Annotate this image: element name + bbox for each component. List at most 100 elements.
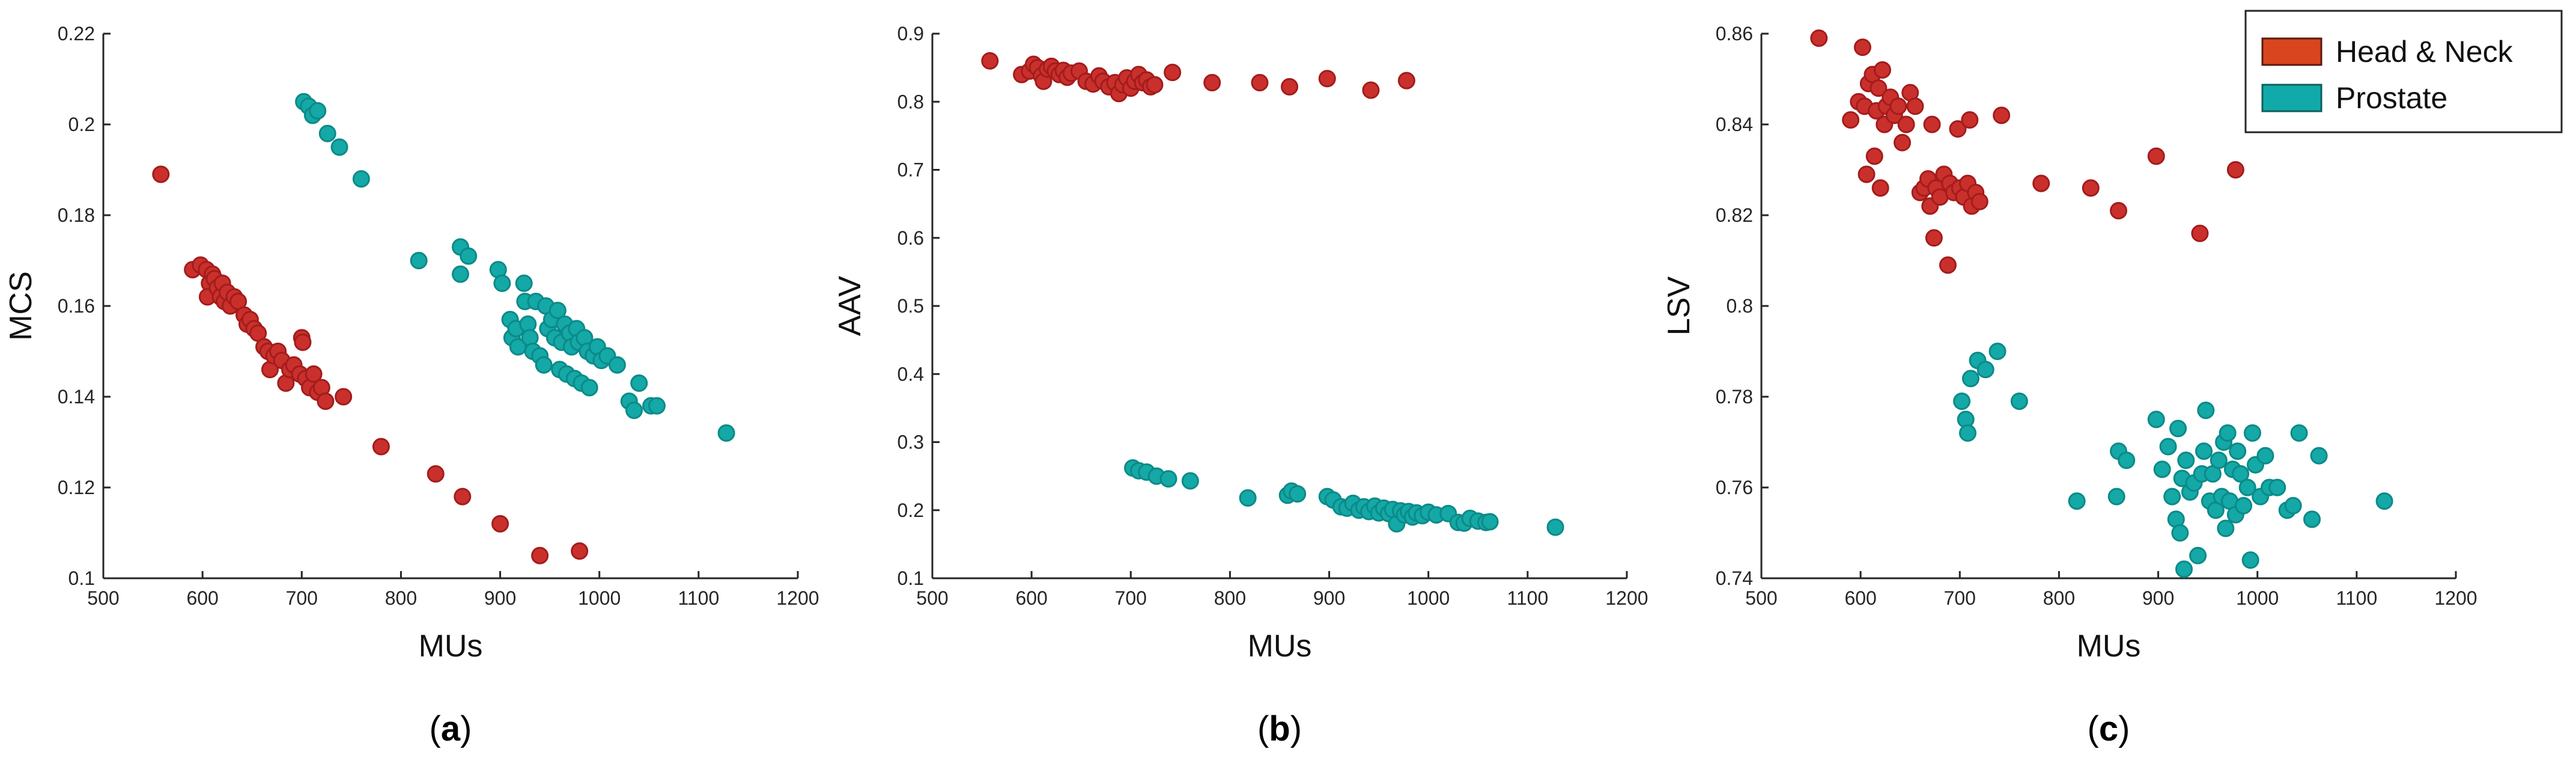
- head-neck-point: [2082, 179, 2100, 197]
- x-tick-label: 1000: [2236, 587, 2279, 609]
- head-neck-point: [1925, 229, 1943, 247]
- head-neck-point: [1871, 179, 1889, 197]
- head-neck-point: [1873, 61, 1891, 79]
- x-tick-label: 900: [1313, 587, 1345, 609]
- prostate-point: [1239, 489, 1257, 507]
- head-neck-point: [372, 438, 390, 456]
- panel-a: 500 600 700 800 900 1000 1100 1200 0.1 0.12 0.14 0.…: [4, 23, 819, 748]
- head-neck-point: [1281, 78, 1299, 96]
- head-neck-point: [981, 52, 999, 70]
- prostate-point: [1481, 513, 1499, 531]
- prostate-point: [2241, 551, 2259, 569]
- prostate-point: [535, 356, 553, 374]
- y-axis-label: MCS: [4, 271, 38, 341]
- prostate-point: [1958, 424, 1976, 442]
- y-tick-label: 0.5: [898, 295, 924, 317]
- head-neck-point: [1146, 76, 1164, 94]
- prostate-point: [2147, 411, 2165, 429]
- x-tick-label: 800: [385, 587, 417, 609]
- prostate-point: [1289, 485, 1307, 503]
- y-tick-label: 0.12: [58, 477, 95, 498]
- head-neck-point: [1865, 147, 1883, 165]
- y-tick-label: 0.8: [1727, 295, 1753, 317]
- head-neck-point: [1251, 74, 1269, 92]
- x-tick-label: 1100: [2336, 587, 2377, 609]
- prostate-point: [2175, 560, 2193, 578]
- prostate-point: [1988, 343, 2006, 360]
- x-axis-label: MUs: [2077, 629, 2141, 664]
- y-tick-label: 0.2: [898, 500, 924, 521]
- prostate-point: [2238, 478, 2256, 497]
- y-tick-label: 0.3: [898, 432, 924, 453]
- head-neck-point: [454, 488, 472, 506]
- x-tick-label: 1100: [678, 587, 719, 609]
- head-neck-point: [1318, 70, 1336, 88]
- head-neck-point: [152, 165, 170, 183]
- x-tick-label: 900: [484, 587, 516, 609]
- prostate-point: [2268, 478, 2286, 497]
- y-tick-label: 0.14: [58, 386, 95, 408]
- x-tick-label: 1200: [2434, 587, 2477, 609]
- prostate-point: [717, 424, 735, 442]
- y-tick-label: 0.6: [898, 227, 924, 249]
- prostate-point: [2256, 447, 2274, 465]
- y-tick-label: 0.78: [1716, 386, 1753, 408]
- prostate-point: [309, 102, 327, 120]
- head-neck-point: [1970, 192, 1988, 210]
- prostate-point: [460, 247, 478, 265]
- head-neck-point: [1858, 165, 1876, 183]
- prostate-point: [2159, 438, 2177, 456]
- head-neck-point: [1961, 111, 1979, 129]
- y-tick-label: 0.4: [898, 363, 924, 385]
- head-neck-point: [305, 365, 323, 383]
- panel-c: 500 600 700 800 900 1000 1100 1200 0.74 0.76 0.78 0…: [1662, 23, 2477, 748]
- y-tick-label: 0.1: [898, 567, 924, 589]
- head-neck-point: [571, 542, 589, 560]
- prostate-point: [625, 402, 643, 420]
- prostate-point: [2118, 451, 2136, 469]
- head-neck-point: [1362, 81, 1380, 99]
- head-neck-point: [1870, 79, 1888, 97]
- y-tick-label: 0.76: [1716, 477, 1753, 498]
- prostate-point: [580, 379, 598, 397]
- prostate-point: [1159, 470, 1177, 488]
- head-neck-point: [1906, 97, 1924, 115]
- head-neck-point: [531, 546, 549, 564]
- x-axis-label: MUs: [419, 629, 483, 664]
- legend-label-prostate: Prostate: [2336, 81, 2447, 115]
- x-tick-label: 1200: [776, 587, 819, 609]
- head-neck-point: [1939, 256, 1957, 274]
- head-neck-point: [2110, 201, 2128, 219]
- head-neck-point: [2226, 161, 2244, 179]
- x-axis-label: MUs: [1248, 629, 1312, 664]
- prostate-point: [608, 356, 626, 374]
- prostate-point: [2232, 465, 2250, 483]
- prostate-point: [548, 302, 567, 320]
- head-neck-point: [1993, 106, 2011, 124]
- prostate-point: [2290, 424, 2308, 442]
- x-tick-label: 1000: [578, 587, 621, 609]
- y-tick-label: 0.74: [1716, 567, 1753, 589]
- legend-swatch-prostate: [2261, 84, 2322, 112]
- x-tick-label: 1000: [1407, 587, 1450, 609]
- y-tick-label: 0.8: [898, 91, 924, 112]
- prostate-point: [2243, 424, 2261, 442]
- x-tick-label: 600: [186, 587, 218, 609]
- head-neck-point: [1894, 133, 1912, 151]
- prostate-point: [2303, 510, 2321, 528]
- x-tick-label: 800: [2043, 587, 2075, 609]
- prostate-point: [2010, 393, 2028, 411]
- prostate-point: [1961, 370, 1979, 388]
- head-neck-point: [1889, 97, 1907, 115]
- prostate-point: [630, 374, 648, 392]
- head-neck-point: [335, 388, 353, 406]
- x-tick-label: 900: [2142, 587, 2174, 609]
- prostate-point: [452, 265, 470, 283]
- prostate-point: [2210, 451, 2228, 469]
- legend: Head & Neck Prostate: [2244, 10, 2563, 133]
- head-neck-point: [1923, 115, 1941, 133]
- y-tick-label: 0.82: [1716, 204, 1753, 226]
- x-tick-label: 700: [1115, 587, 1147, 609]
- prostate-point: [2068, 492, 2086, 510]
- prostate-point: [2163, 488, 2181, 506]
